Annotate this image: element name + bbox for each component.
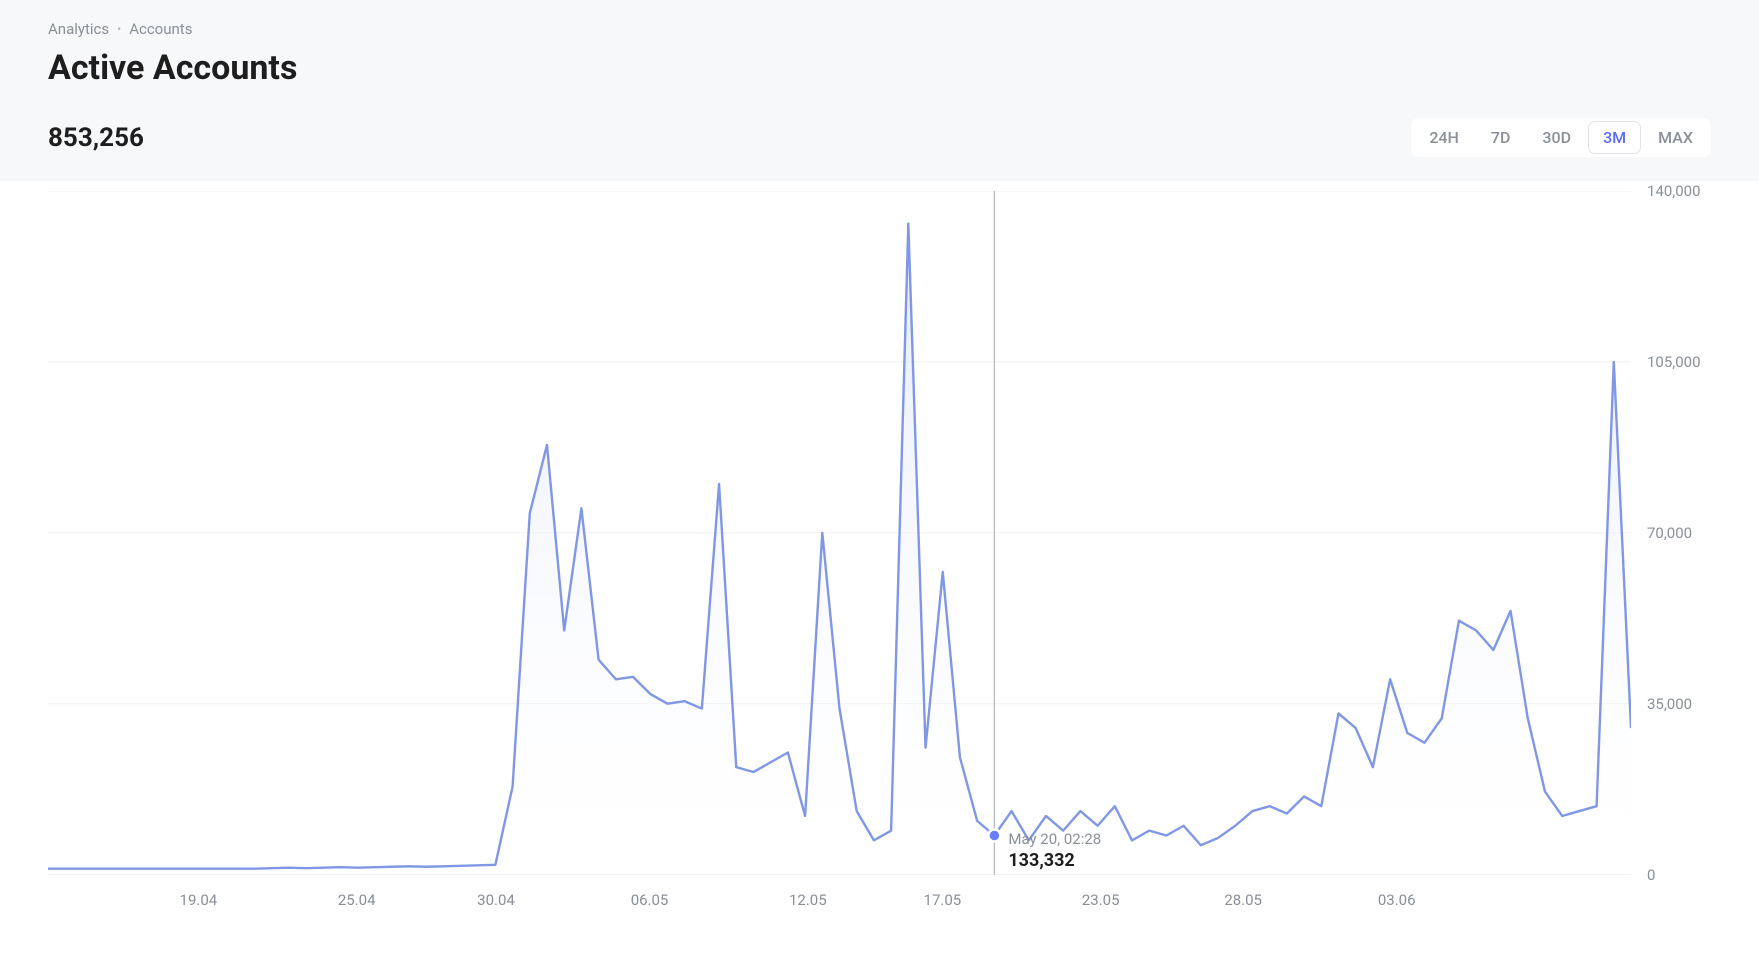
- y-tick-label: 70,000: [1647, 524, 1692, 542]
- breadcrumb-current: Accounts: [129, 20, 192, 38]
- chart-plot[interactable]: May 20, 02:28 133,332: [48, 191, 1631, 875]
- breadcrumb: Analytics • Accounts: [48, 20, 1711, 38]
- time-range-30d[interactable]: 30D: [1528, 122, 1585, 153]
- line-chart-svg: [48, 191, 1631, 875]
- y-axis: 035,00070,000105,000140,000: [1631, 191, 1711, 875]
- y-tick-label: 0: [1647, 866, 1655, 884]
- time-range-selector: 24H7D30D3MMAX: [1411, 118, 1711, 157]
- x-tick-label: 23.05: [1082, 891, 1120, 909]
- time-range-24h[interactable]: 24H: [1415, 122, 1473, 153]
- breadcrumb-separator: •: [117, 22, 121, 36]
- chart-container: May 20, 02:28 133,332 0 35,000 70,000 105,0…: [0, 181, 1759, 955]
- x-tick-label: 12.05: [789, 891, 827, 909]
- breadcrumb-parent[interactable]: Analytics: [48, 20, 109, 38]
- x-tick-label: 06.05: [631, 891, 669, 909]
- stat-total-value: 853,256: [48, 123, 144, 153]
- time-range-max[interactable]: MAX: [1644, 122, 1707, 153]
- page-header: Analytics • Accounts Active Accounts 853…: [0, 0, 1759, 181]
- page-title: Active Accounts: [48, 48, 1711, 88]
- y-tick-label: 105,000: [1647, 353, 1701, 371]
- y-tick-label: 140,000: [1647, 182, 1701, 200]
- x-tick-label: 03.06: [1378, 891, 1416, 909]
- x-tick-label: 30.04: [477, 891, 515, 909]
- x-axis: 19.04 25.04 30.04 06.05 12.05 17.05 23.05 28.05…: [48, 891, 1631, 915]
- x-tick-label: 17.05: [924, 891, 962, 909]
- x-tick-label: 25.04: [338, 891, 376, 909]
- time-range-3m[interactable]: 3M: [1589, 122, 1640, 153]
- x-tick-label: 28.05: [1224, 891, 1262, 909]
- x-tick-label: 19.04: [180, 891, 218, 909]
- y-tick-label: 35,000: [1647, 695, 1692, 713]
- time-range-7d[interactable]: 7D: [1477, 122, 1525, 153]
